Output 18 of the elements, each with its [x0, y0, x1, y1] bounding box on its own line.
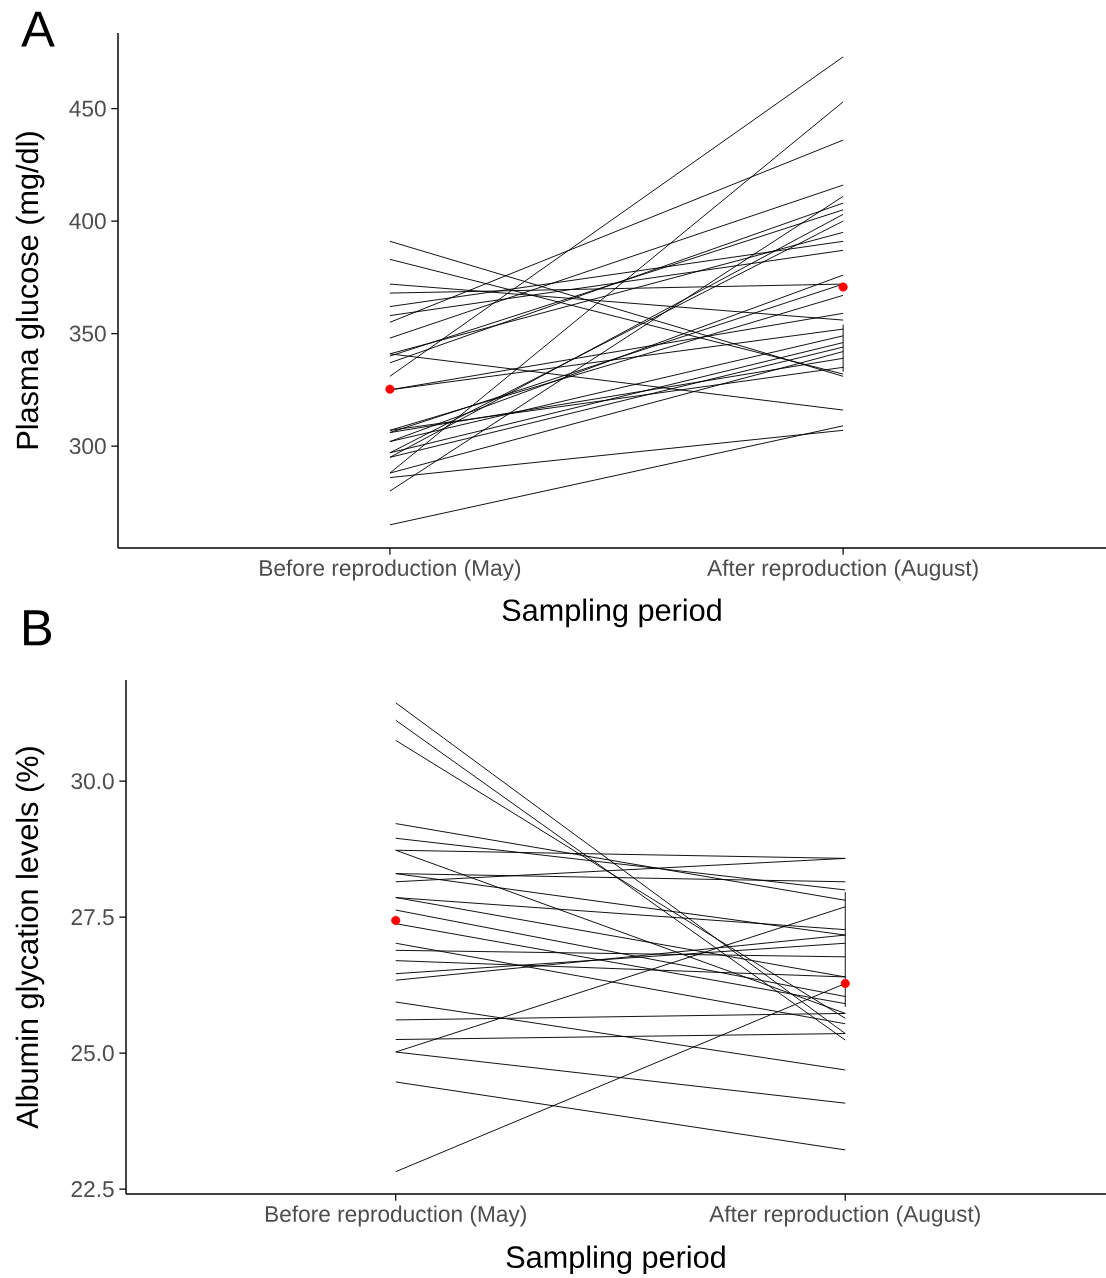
y-axis-title: Plasma glucose (mg/dl): [15, 132, 45, 449]
chart-title: A: [21, 11, 55, 47]
y-tick-label: 400: [69, 213, 106, 230]
y-tick-label: 30.0: [71, 773, 114, 790]
x-tick-label: After reproduction (August): [707, 559, 978, 581]
chart-title: B: [24, 610, 52, 646]
y-tick-label: 27.5: [71, 909, 114, 926]
x-axis-title: Sampling period: [502, 598, 721, 628]
y-tick-label: 25.0: [71, 1045, 114, 1062]
y-tick-label: 22.5: [71, 1181, 114, 1198]
x-tick-label: Before reproduction (May): [260, 559, 521, 581]
y-axis-title: Albumin glycation levels (%): [15, 747, 45, 1129]
y-tick-label: 350: [69, 325, 106, 342]
x-tick-label: After reproduction (August): [709, 1205, 980, 1227]
y-tick-label: 300: [69, 438, 106, 455]
x-tick-label: Before reproduction (May): [265, 1205, 526, 1227]
y-tick-label: 450: [69, 100, 106, 117]
x-axis-title: Sampling period: [506, 1245, 725, 1275]
